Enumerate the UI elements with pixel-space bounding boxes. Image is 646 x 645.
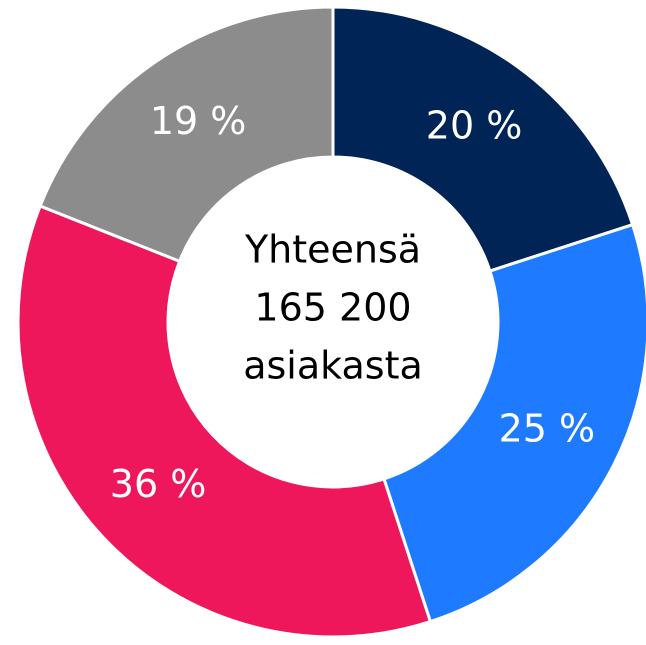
value-label: 25 % [499,406,596,450]
donut-segment [382,222,646,624]
center-text: asiakasta [243,344,423,388]
donut-segment [16,204,433,639]
center-text: Yhteensä [244,228,421,272]
donut-segment [38,5,335,264]
value-label: 19 % [150,99,247,143]
value-label: 36 % [110,462,207,506]
value-label: 20 % [426,103,523,147]
donut-segment [331,5,635,273]
center-text: 165 200 [254,286,411,330]
